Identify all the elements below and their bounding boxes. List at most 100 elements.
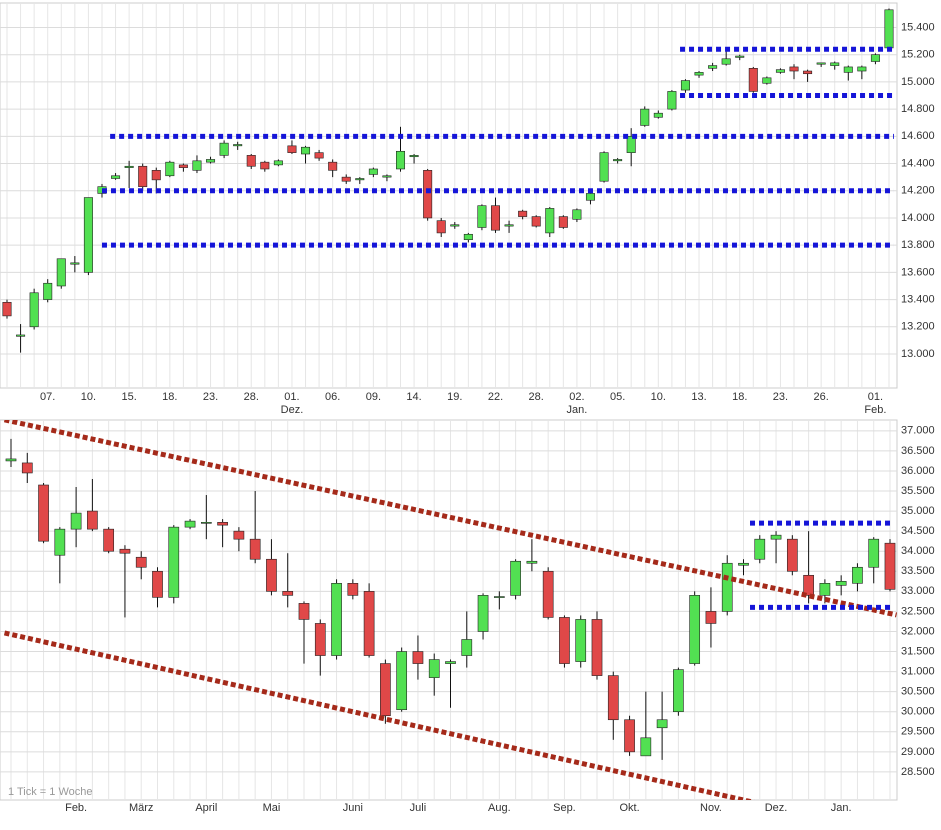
candle-body (558, 216, 568, 228)
candle-body (200, 522, 212, 524)
month-label: Jan. (567, 404, 588, 416)
candle-body (29, 292, 39, 328)
x-tick-label: 10. (651, 391, 666, 403)
candle-body (412, 651, 424, 664)
y-tick-label: 14.000 (901, 212, 935, 224)
y-tick-label: 35.500 (901, 485, 935, 497)
x-tick-label: 10. (81, 391, 96, 403)
y-tick-label: 29.500 (901, 726, 935, 738)
candle-body (653, 112, 663, 118)
candle-body (857, 66, 867, 72)
candle-body (542, 570, 554, 618)
candle-body (477, 595, 489, 632)
y-tick-label: 31.000 (901, 666, 935, 678)
candle-body (531, 216, 541, 227)
y-tick-label: 14.600 (901, 130, 935, 142)
candle-body (2, 301, 12, 317)
trend-line (3, 630, 755, 800)
candle-body (124, 165, 134, 168)
candle-body (423, 170, 433, 219)
candle-body (347, 583, 359, 596)
candle-body (477, 205, 487, 228)
candle-body (301, 146, 311, 155)
candle-body (119, 548, 131, 554)
candle-body (233, 144, 243, 147)
candle-body (575, 619, 587, 662)
candle-body (884, 9, 894, 49)
candle-body (667, 91, 677, 110)
y-tick-label: 36.500 (901, 445, 935, 457)
candle-body (786, 538, 798, 572)
candle-body (168, 526, 180, 598)
candle-body (314, 623, 326, 656)
candle-body (493, 596, 505, 598)
candle-body (518, 210, 528, 217)
candle-body (192, 160, 202, 171)
candle-body (206, 159, 216, 163)
y-tick-label: 34.500 (901, 525, 935, 537)
candle-body (287, 145, 297, 153)
candle-body (368, 168, 378, 175)
trend-line (3, 420, 897, 618)
candle-body (572, 209, 582, 220)
y-tick-label: 15.000 (901, 76, 935, 88)
candle-body (835, 581, 847, 586)
candle-body (233, 530, 245, 540)
candle-body (585, 193, 595, 201)
x-tick-label: Juli (410, 802, 427, 814)
x-tick-label: 06. (325, 391, 340, 403)
x-tick-label: 01. (868, 391, 883, 403)
y-tick-label: 37.000 (901, 425, 935, 437)
x-tick-label: Mai (263, 802, 281, 814)
x-tick-label: 18. (162, 391, 177, 403)
y-tick-label: 14.400 (901, 157, 935, 169)
candle-body (689, 595, 701, 664)
candle-body (56, 258, 66, 287)
candle-body (178, 164, 188, 168)
x-tick-label: 01. (284, 391, 299, 403)
y-tick-label: 13.000 (901, 348, 935, 360)
candle-body (363, 591, 375, 656)
candle-body (138, 165, 148, 187)
x-tick-label: 23. (203, 391, 218, 403)
candle-body (103, 528, 115, 552)
y-tick-label: 14.200 (901, 185, 935, 197)
candle-body (775, 69, 785, 73)
candle-body (70, 512, 82, 530)
candle-body (673, 669, 684, 713)
candle-body (54, 528, 66, 556)
candle-body (803, 70, 813, 75)
y-tick-label: 33.500 (901, 565, 935, 577)
candle-body (599, 152, 609, 182)
x-tick-label: 23. (773, 391, 788, 403)
candle-body (545, 208, 555, 234)
candle-body (445, 661, 456, 664)
x-tick-label: April (195, 802, 217, 814)
candle-body (843, 66, 853, 73)
panel: 13.00013.20013.40013.60013.80014.00014.2… (0, 2, 935, 416)
candle-body (640, 108, 650, 126)
candle-body (135, 556, 147, 568)
note: 1 Tick = 1 Woche (8, 786, 92, 798)
month-label: Dez. (281, 404, 304, 416)
candle-body (735, 55, 745, 58)
candle-body (490, 205, 500, 231)
y-tick-label: 34.000 (901, 545, 935, 557)
candle-body (450, 224, 460, 227)
x-tick-label: März (129, 802, 153, 814)
y-tick-label: 35.000 (901, 505, 935, 517)
x-tick-label: 13. (691, 391, 706, 403)
y-tick-label: 28.500 (901, 766, 935, 778)
y-tick-label: 33.000 (901, 585, 935, 597)
x-tick-label: 26. (814, 391, 829, 403)
candle-body (5, 458, 17, 462)
candle-body (868, 538, 880, 568)
candle-body (803, 574, 814, 596)
candle-body (870, 54, 880, 62)
y-tick-label: 13.400 (901, 293, 935, 305)
candle-body (331, 583, 342, 656)
x-tick-label: 19. (447, 391, 462, 403)
candle-body (43, 282, 53, 300)
candle-body (380, 663, 391, 717)
